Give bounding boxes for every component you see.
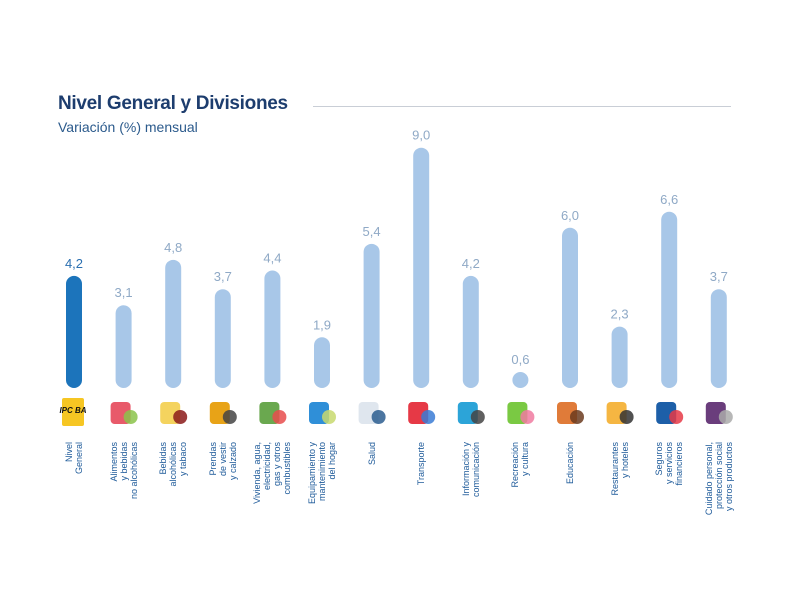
bar-3 xyxy=(214,289,231,388)
value-label-9: 0,6 xyxy=(511,352,529,367)
bar-8 xyxy=(462,275,479,388)
category-label-10: Educación xyxy=(565,442,575,485)
category-label-13: Cuidado personal, protección social y ot… xyxy=(703,442,734,516)
bar-13 xyxy=(710,289,727,388)
cutlery-icon xyxy=(606,402,634,424)
washing-machine-icon xyxy=(309,402,336,424)
value-label-2: 4,8 xyxy=(164,240,182,255)
category-label-6: Salud xyxy=(366,442,377,466)
food-icon xyxy=(110,402,138,424)
category-label-2: Bebidas alcohólicas y tabaco xyxy=(158,442,189,487)
value-label-7: 9,0 xyxy=(412,128,430,143)
ipc-ba-logo-icon xyxy=(62,398,84,426)
bar-1 xyxy=(115,305,132,388)
value-label-0: 4,2 xyxy=(65,256,83,271)
value-label-8: 4,2 xyxy=(462,256,480,271)
theater-masks-icon xyxy=(507,402,535,424)
category-label-1: Alimentos y bebidas no alcohólicas xyxy=(108,442,139,500)
bar-10 xyxy=(562,227,578,388)
category-label-7: Transporte xyxy=(416,442,427,486)
value-label-6: 5,4 xyxy=(363,224,381,239)
category-label-9: Recreación y cultura xyxy=(510,442,531,488)
value-label-10: 6,0 xyxy=(561,208,579,223)
ipc-logo-text: IPC BA xyxy=(59,406,86,415)
category-label-5: Equipamiento y mantenimiento del hogar xyxy=(307,442,337,505)
chart-title: Nivel General y Divisiones xyxy=(58,93,288,114)
bar-2 xyxy=(165,259,182,388)
bar-12 xyxy=(661,211,678,388)
category-label-0: Nivel General xyxy=(64,442,84,475)
value-label-1: 3,1 xyxy=(115,285,133,300)
personal-care-icon xyxy=(705,402,733,424)
school-icon xyxy=(557,402,584,424)
computer-icon xyxy=(457,402,485,424)
car-plane-icon xyxy=(408,402,436,424)
bar-9 xyxy=(512,371,529,388)
category-label-4: Vivienda, agua, electricidad, gas y otro… xyxy=(252,442,293,504)
bar-6 xyxy=(363,243,380,388)
value-label-13: 3,7 xyxy=(710,269,728,284)
category-label-8: Información y comunicación xyxy=(460,442,481,498)
bar-11 xyxy=(611,326,628,388)
bar-0 xyxy=(66,275,82,388)
value-label-4: 4,4 xyxy=(263,251,281,266)
chart-subtitle: Variación (%) mensual xyxy=(58,119,198,135)
value-label-3: 3,7 xyxy=(214,269,232,284)
house-icon xyxy=(259,402,287,424)
bar-7 xyxy=(413,147,430,388)
value-label-12: 6,6 xyxy=(660,192,678,207)
category-label-3: Prendas de vestir y calzado xyxy=(207,442,238,481)
jacket-icon xyxy=(209,402,237,424)
bottles-icon xyxy=(160,402,188,424)
title-divider xyxy=(313,106,731,107)
category-label-11: Restaurantes y hoteles xyxy=(609,442,630,496)
doctor-icon xyxy=(358,402,386,424)
value-label-5: 1,9 xyxy=(313,317,331,332)
category-label-12: Seguros y servicios financieros xyxy=(654,442,685,486)
bank-icon xyxy=(656,402,684,424)
bar-5 xyxy=(314,337,330,388)
value-label-11: 2,3 xyxy=(611,307,629,322)
bar-4 xyxy=(264,270,281,388)
